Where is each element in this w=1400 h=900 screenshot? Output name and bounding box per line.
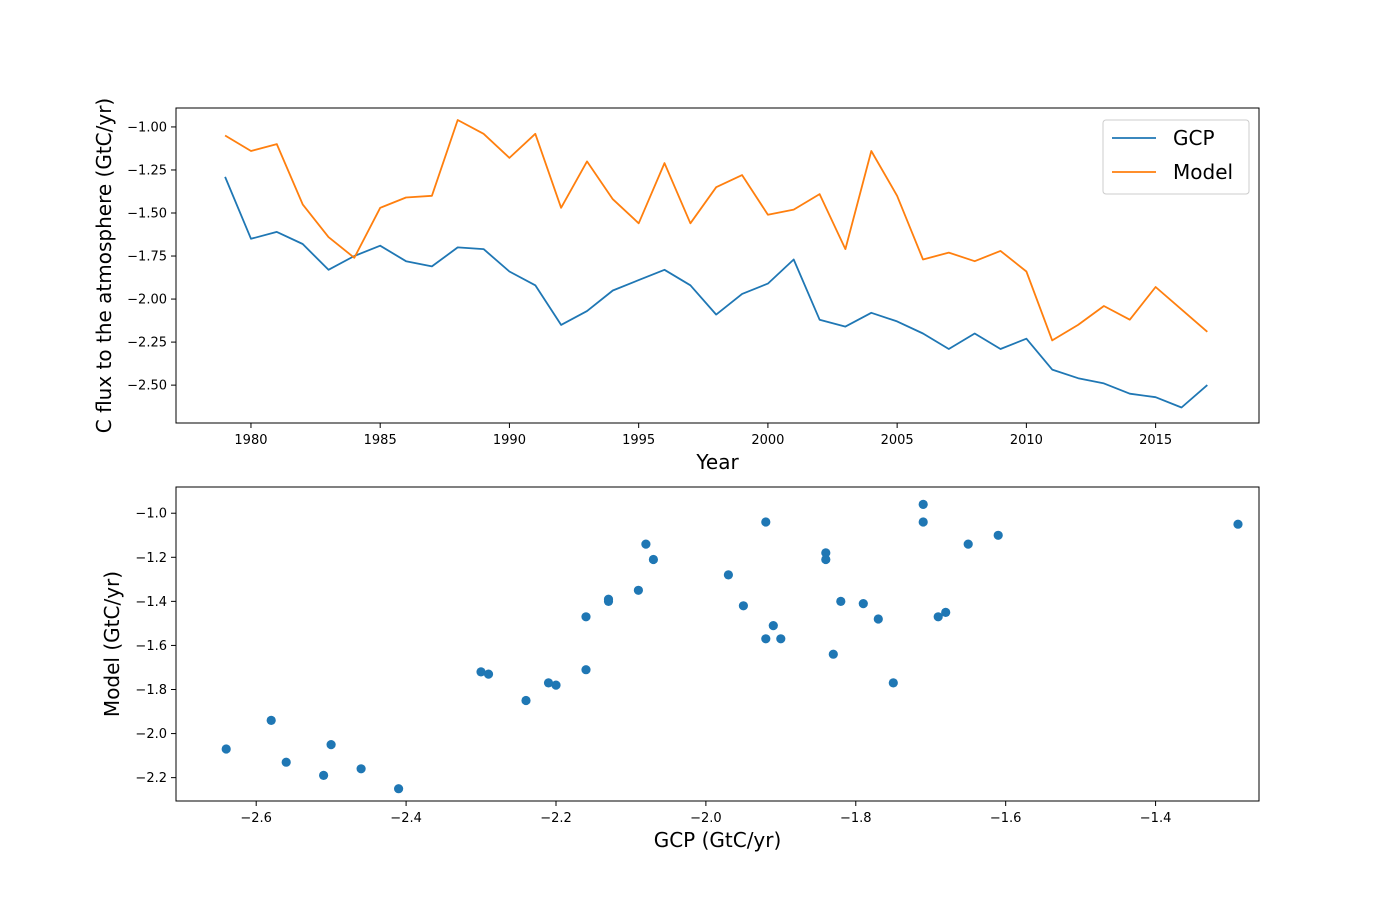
scatter-point	[581, 665, 591, 675]
scatter-point	[221, 744, 231, 754]
x-axis-label: Year	[695, 450, 739, 474]
x-tick-label: 1985	[364, 433, 397, 448]
y-tick-label: −2.25	[127, 336, 167, 351]
x-tick-label: 2005	[881, 433, 914, 448]
x-tick-label: 2000	[751, 433, 784, 448]
scatter-point	[648, 554, 659, 565]
scatter-point	[633, 585, 644, 595]
legend-label-model: Model	[1173, 160, 1233, 184]
scatter-point	[858, 599, 868, 609]
line-chart-plot-frame	[175, 107, 1260, 424]
scatter-point	[761, 517, 771, 527]
y-tick-label: −1.6	[135, 639, 167, 654]
scatter-point	[821, 554, 831, 565]
scatter-point	[281, 757, 291, 767]
y-tick-label: −1.50	[127, 207, 167, 222]
y-tick-label: −1.2	[135, 551, 167, 566]
x-tick-label: −1.4	[1140, 811, 1172, 826]
scatter-chart: −2.6 −2.4 −2.2 −2.0 −1.8 −1.6 −1.4 −1.0 −1.2 −1.4…	[100, 486, 1260, 852]
scatter-point	[476, 667, 486, 677]
scatter-point	[266, 715, 276, 726]
y-tick-label: −1.4	[135, 595, 167, 610]
scatter-point	[551, 680, 561, 690]
legend-label-gcp: GCP	[1173, 126, 1215, 150]
x-tick-label: −1.8	[840, 811, 872, 826]
y-tick-label: −2.50	[127, 379, 167, 394]
series-line-model	[224, 119, 1208, 342]
scatter-point	[319, 770, 329, 781]
scatter-point	[776, 634, 786, 644]
scatter-point	[918, 517, 928, 527]
scatter-point	[933, 612, 943, 622]
x-tick-label: −1.6	[990, 811, 1022, 826]
y-tick-label: −2.0	[135, 727, 167, 742]
scatter-chart-plot-frame	[175, 486, 1260, 802]
scatter-point	[768, 621, 778, 631]
x-axis-label: GCP (GtC/yr)	[654, 828, 782, 852]
scatter-point	[761, 634, 771, 644]
x-tick-label: −2.2	[540, 811, 572, 826]
line-chart: 1980 1985 1990 1995 2000 2005 2010 2015 −1.00 −1.…	[92, 98, 1260, 474]
scatter-point	[821, 548, 831, 558]
y-tick-label: −1.8	[135, 683, 167, 698]
scatter-point	[1233, 519, 1243, 529]
x-tick-label: 1990	[493, 433, 526, 448]
legend: GCP Model	[1102, 119, 1250, 195]
y-tick-label: −2.00	[127, 293, 167, 308]
y-tick-label: −2.2	[135, 771, 167, 786]
scatter-point	[873, 614, 883, 624]
scatter-point	[356, 764, 366, 774]
x-tick-label: 1980	[234, 433, 267, 448]
y-tick-label: −1.0	[135, 507, 167, 522]
y-tick-label: −1.75	[127, 250, 167, 265]
scatter-point	[543, 678, 554, 688]
scatter-point	[521, 695, 531, 706]
scatter-point	[941, 607, 951, 618]
y-tick-label: −1.00	[127, 120, 167, 135]
scatter-point	[394, 784, 404, 794]
x-tick-label: −2.6	[240, 811, 272, 826]
scatter-point	[828, 649, 838, 659]
x-tick-label: −2.0	[690, 811, 722, 826]
scatter-point	[641, 539, 651, 549]
scatter-point	[963, 539, 973, 549]
scatter-point	[603, 594, 614, 604]
scatter-point	[836, 596, 846, 607]
scatter-point	[326, 740, 336, 750]
x-tick-label: 2010	[1010, 433, 1043, 448]
scatter-point	[581, 612, 591, 622]
y-axis-label: Model (GtC/yr)	[100, 571, 124, 717]
scatter-point	[993, 530, 1003, 540]
scatter-point	[918, 499, 928, 509]
scatter-point	[483, 669, 494, 679]
series-line-gcp	[224, 176, 1208, 409]
x-tick-label: 2015	[1139, 433, 1172, 448]
y-axis-label: C flux to the atmosphere (GtC/yr)	[92, 98, 116, 433]
x-tick-label: −2.4	[390, 811, 422, 826]
x-tick-label: 1995	[622, 433, 655, 448]
scatter-point	[723, 570, 734, 580]
scatter-point	[738, 601, 749, 611]
scatter-point	[888, 678, 898, 688]
y-tick-label: −1.25	[127, 163, 167, 178]
